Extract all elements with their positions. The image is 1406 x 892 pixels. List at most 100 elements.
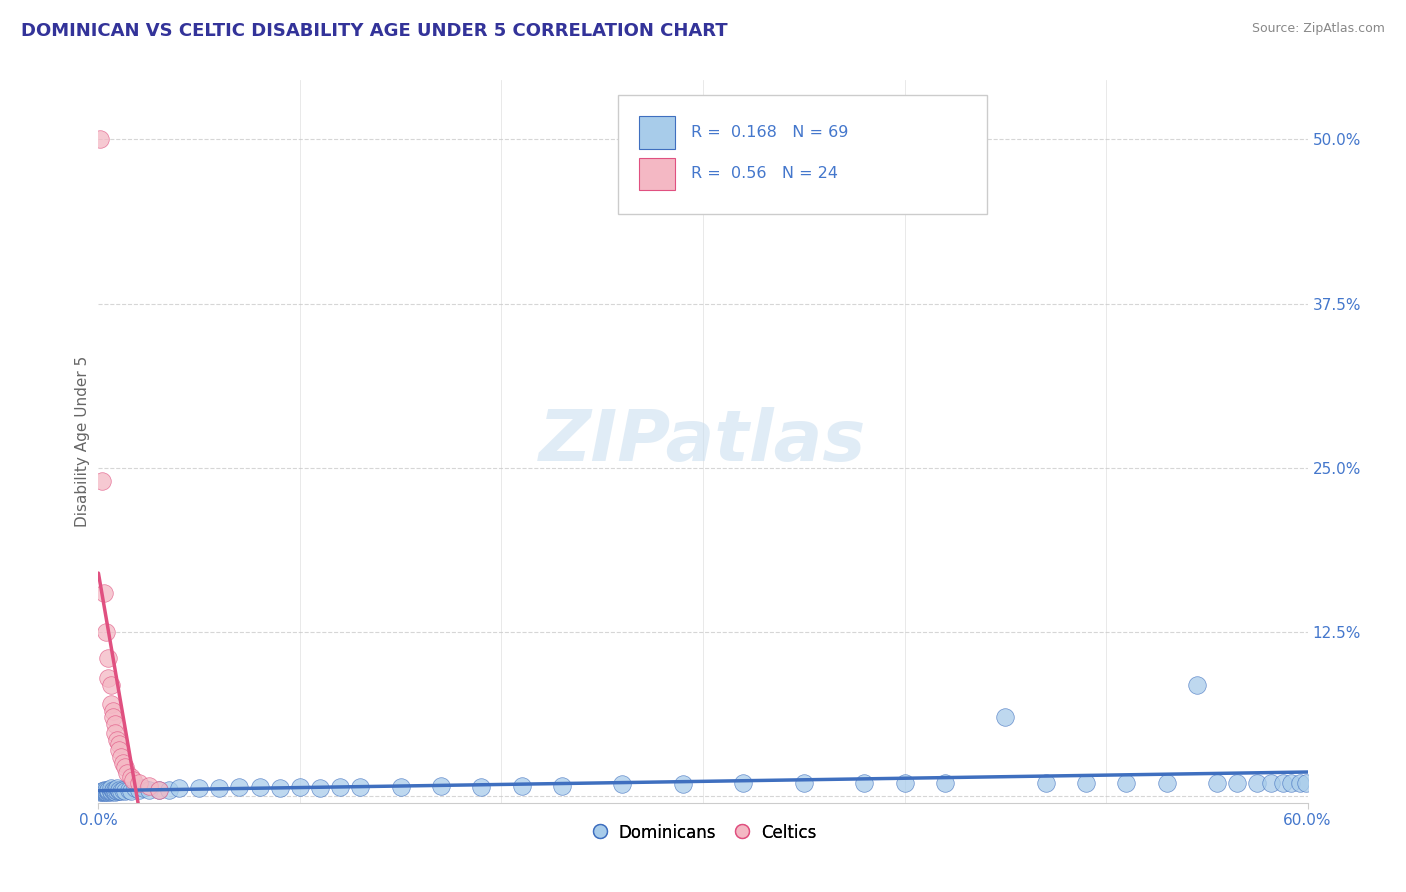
Point [188,781,211,796]
Point [96,785,118,799]
Point [733,776,755,790]
Point [934,776,956,790]
Point [167,781,190,796]
Point [103,782,125,797]
Point [103,726,125,740]
Point [1226,776,1249,790]
Point [105,781,128,796]
Point [96,625,118,640]
Point [1115,776,1137,790]
Point [111,756,134,771]
Point [107,743,129,757]
Point [1288,776,1310,790]
Point [1035,776,1057,790]
FancyBboxPatch shape [638,117,675,149]
Point [994,710,1017,724]
Point [120,784,142,798]
Point [107,782,129,797]
Point [1260,776,1282,790]
Point [288,780,311,794]
Point [100,781,122,796]
Point [228,780,250,794]
Point [551,779,574,793]
Point [389,780,412,794]
Point [121,773,143,788]
Point [100,677,122,691]
Text: R =  0.56   N = 24: R = 0.56 N = 24 [690,166,838,181]
Point [93,785,115,799]
Point [100,784,122,798]
Point [103,717,125,731]
Point [110,784,132,798]
FancyBboxPatch shape [619,95,987,214]
Point [138,779,160,793]
Point [118,782,141,797]
Point [97,651,120,665]
Point [97,785,120,799]
Point [1281,776,1303,790]
Point [100,698,122,712]
Point [101,784,124,798]
Point [893,776,915,790]
Point [91,784,114,798]
Point [612,777,634,791]
Point [101,710,124,724]
Point [110,749,132,764]
Point [120,770,142,784]
Point [1206,776,1229,790]
Point [269,781,291,796]
Point [89,785,111,799]
Point [349,780,371,794]
Text: Source: ZipAtlas.com: Source: ZipAtlas.com [1251,22,1385,36]
Point [309,781,332,796]
Point [111,782,134,797]
Point [114,760,136,774]
Point [89,132,111,146]
Point [430,779,453,793]
Point [115,765,138,780]
Point [93,585,115,599]
Point [96,782,118,797]
Point [91,785,114,799]
Point [148,782,170,797]
FancyBboxPatch shape [638,158,675,190]
Point [93,782,115,797]
Point [107,784,129,798]
Point [107,737,129,751]
Point [132,781,155,796]
Point [1156,776,1178,790]
Point [101,704,124,718]
Text: DOMINICAN VS CELTIC DISABILITY AGE UNDER 5 CORRELATION CHART: DOMINICAN VS CELTIC DISABILITY AGE UNDER… [21,22,728,40]
Point [124,781,146,796]
Legend: Dominicans, Celtics: Dominicans, Celtics [583,817,823,848]
Point [114,784,136,798]
Point [100,785,122,799]
Point [1272,776,1295,790]
Y-axis label: Disability Age Under 5: Disability Age Under 5 [75,356,90,527]
Point [470,780,492,794]
Point [329,780,352,794]
Point [105,784,128,798]
Point [103,785,125,799]
Point [1246,776,1268,790]
Point [1185,677,1208,691]
Point [672,777,695,791]
Point [138,782,160,797]
Point [510,779,533,793]
Point [249,780,271,794]
Point [105,732,128,747]
Text: R =  0.168   N = 69: R = 0.168 N = 69 [690,125,848,140]
Point [97,784,120,798]
Point [128,782,150,797]
Point [128,776,150,790]
Point [1295,776,1317,790]
Point [1074,776,1097,790]
Point [853,776,876,790]
Point [101,782,124,797]
Point [91,474,114,488]
Point [208,781,231,796]
Point [97,671,120,685]
Point [793,776,815,790]
Point [157,782,180,797]
Text: ZIPatlas: ZIPatlas [540,407,866,476]
